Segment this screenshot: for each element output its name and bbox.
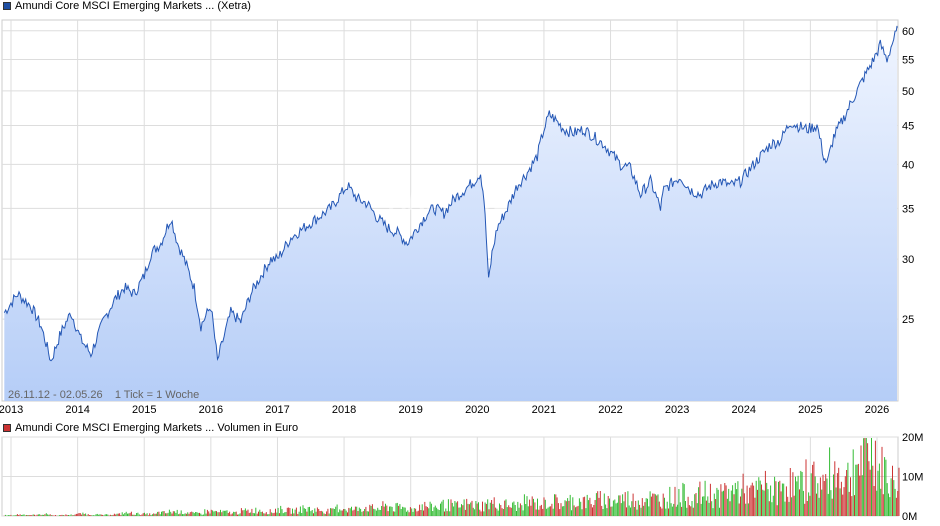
price-line xyxy=(3,25,898,362)
price-x-tick-label: 2015 xyxy=(132,404,156,416)
volume-legend-swatch xyxy=(3,424,11,432)
price-axes: 25 30 35 40 45 50 55 60 2013 2014 2015 2016 2017 2018… xyxy=(0,26,914,416)
price-area-series xyxy=(3,25,898,402)
price-x-tick-label: 2021 xyxy=(532,404,556,416)
volume-y-tick-label: 20M xyxy=(902,432,923,444)
price-x-tick-label: 2022 xyxy=(598,404,622,416)
price-x-tick-label: 2018 xyxy=(332,404,356,416)
volume-y-tick-label: 0M xyxy=(902,511,917,523)
price-legend: Amundi Core MSCI Emerging Markets ... (X… xyxy=(3,0,251,12)
price-x-tick-label: 2026 xyxy=(865,404,889,416)
price-y-tick-label: 35 xyxy=(902,203,914,215)
price-y-tick-label: 30 xyxy=(902,254,914,266)
price-legend-swatch xyxy=(3,2,11,10)
price-x-tick-label: 2013 xyxy=(0,404,23,416)
price-x-tick-label: 2019 xyxy=(398,404,422,416)
volume-bars xyxy=(3,438,900,516)
price-x-tick-label: 2024 xyxy=(732,404,756,416)
price-x-tick-label: 2025 xyxy=(798,404,822,416)
volume-legend-label: Amundi Core MSCI Emerging Markets ... Vo… xyxy=(15,422,299,434)
price-x-tick-label: 2017 xyxy=(265,404,289,416)
price-y-tick-label: 40 xyxy=(902,159,914,171)
price-y-tick-label: 45 xyxy=(902,121,914,133)
volume-legend: Amundi Core MSCI Emerging Markets ... Vo… xyxy=(3,422,298,434)
volume-axes: 0M 10M 20M xyxy=(902,432,923,523)
price-y-tick-label: 55 xyxy=(902,54,914,66)
volume-y-tick-label: 10M xyxy=(902,472,923,484)
price-y-tick-label: 50 xyxy=(902,86,914,98)
price-area-fill xyxy=(4,25,898,402)
price-y-tick-label: 25 xyxy=(902,314,914,326)
price-x-tick-label: 2023 xyxy=(665,404,689,416)
price-x-tick-label: 2014 xyxy=(65,404,89,416)
price-legend-label: Amundi Core MSCI Emerging Markets ... (X… xyxy=(15,0,251,12)
price-y-tick-label: 60 xyxy=(902,26,914,38)
price-x-tick-label: 2016 xyxy=(199,404,223,416)
price-x-tick-label: 2020 xyxy=(465,404,489,416)
info-text: 26.11.12 - 02.05.26 1 Tick = 1 Woche xyxy=(8,389,199,401)
